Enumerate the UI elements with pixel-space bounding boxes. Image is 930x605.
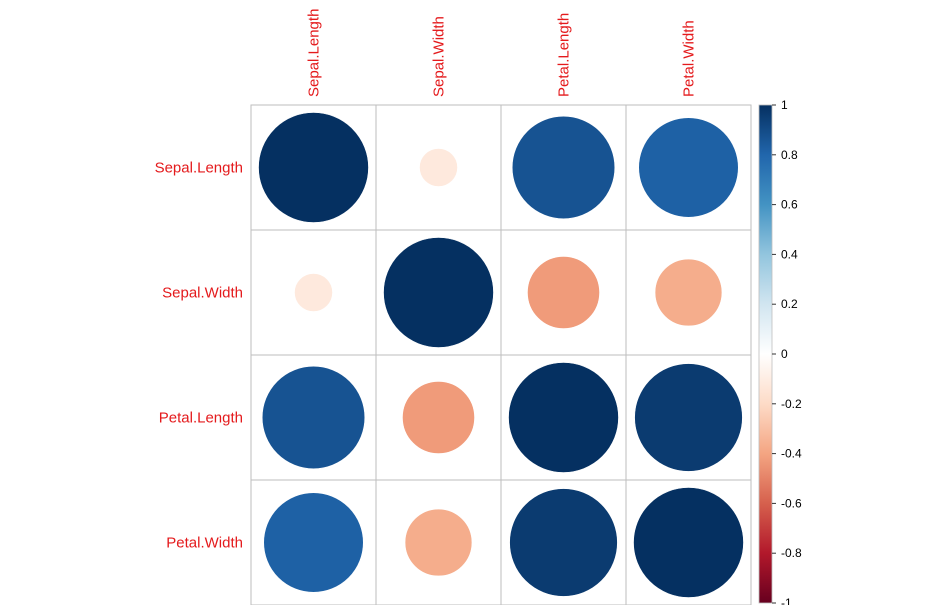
corr-circle-Petal.Width-Petal.Length [509,488,618,597]
corr-circle-Sepal.Width-Petal.Width [654,258,723,327]
row-label-Petal.Width: Petal.Width [166,535,243,552]
row-label-Sepal.Width: Sepal.Width [162,285,243,302]
cells-layer [250,104,752,605]
colorbar-tick-label: 0.8 [781,148,798,162]
colorbar-tick-label: -0.4 [781,447,802,461]
corr-circle-Sepal.Length-Sepal.Length [258,112,369,223]
colorbar-tick-label: -1 [781,596,792,605]
corr-circle-Petal.Width-Petal.Width [633,487,744,598]
col-label-Petal.Length: Petal.Length [556,13,573,97]
colorbar-tick-label: 1 [781,98,788,112]
colorbar-gradient [758,104,773,604]
colorbar-tick-label: 0.4 [781,247,798,261]
corr-circle-Petal.Width-Sepal.Length [263,492,364,593]
corr-circle-Sepal.Length-Petal.Length [511,115,616,220]
col-label-Sepal.Width: Sepal.Width [431,16,448,97]
corr-circle-Sepal.Width-Sepal.Width [383,237,494,348]
col-label-Sepal.Length: Sepal.Length [306,9,323,97]
corr-circle-Petal.Length-Petal.Length [508,362,619,473]
corr-circle-Petal.Length-Sepal.Width [402,381,475,454]
colorbar-tick-label: 0.6 [781,198,798,212]
labels-layer: Sepal.Length Sepal.Width Petal.Length Petal… [155,9,698,552]
row-label-Sepal.Length: Sepal.Length [155,160,243,177]
corr-circle-Petal.Length-Petal.Width [634,363,743,472]
colorbar: 1 0.8 0.6 0.4 0.2 0 -0.2 -0.4 -0.6 -0.8 -1 [758,98,802,605]
corr-circle-Sepal.Length-Petal.Width [638,117,739,218]
corr-circle-Sepal.Length-Sepal.Width [419,148,458,187]
corr-circle-Petal.Length-Sepal.Length [261,365,366,470]
colorbar-tick-label: -0.2 [781,397,802,411]
corr-circle-Sepal.Width-Sepal.Length [294,273,333,312]
corr-circle-Petal.Width-Sepal.Width [404,508,473,577]
row-label-Petal.Length: Petal.Length [159,410,243,427]
col-label-Petal.Width: Petal.Width [681,20,698,97]
colorbar-tick-label: 0.2 [781,297,798,311]
colorbar-tick-label: -0.6 [781,496,802,510]
colorbar-tick-label: 0 [781,347,788,361]
colorbar-tick-label: -0.8 [781,546,802,560]
corr-circle-Sepal.Width-Petal.Length [527,256,600,329]
